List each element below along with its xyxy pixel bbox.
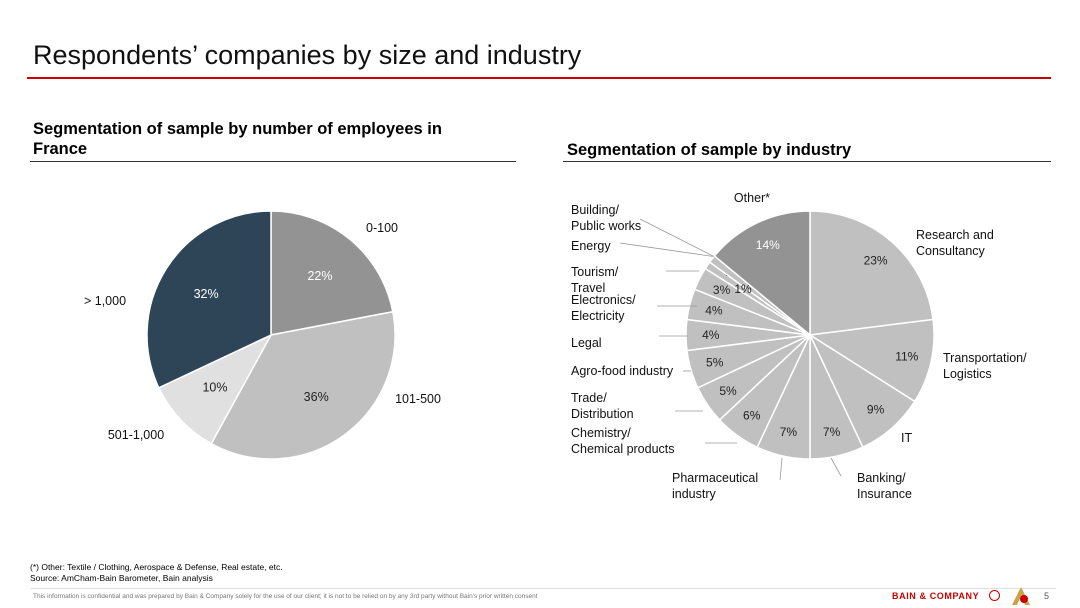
leader-line <box>779 457 783 481</box>
category-label-energy: Energy <box>571 239 611 253</box>
category-label-1-000: > 1,000 <box>84 294 126 308</box>
category-label-101-500: 101-500 <box>395 392 441 406</box>
slice-research-and-consultancy <box>809 210 934 336</box>
right-chart-heading: Segmentation of sample by industry <box>567 141 852 159</box>
slice-value-label: 4% <box>702 328 720 342</box>
page-title: Respondents’ companies by size and indus… <box>33 40 582 70</box>
slice-transportation-logistics <box>807 318 935 403</box>
left-chart-heading-line1: Segmentation of sample by number of empl… <box>33 120 442 138</box>
slice-value-label: 23% <box>864 254 888 268</box>
category-label-tourism-travel: Tourism/Travel <box>571 265 619 295</box>
category-label-other: Other* <box>734 191 770 205</box>
disclaimer: This information is confidential and was… <box>33 593 538 600</box>
category-label-agro-food-industry: Agro-food industry <box>571 364 674 378</box>
slice-value-label: 1% <box>734 282 752 296</box>
footnote-source: Source: AmCham-Bain Barometer, Bain anal… <box>30 573 213 583</box>
slice-value-label: 22% <box>307 269 332 283</box>
slice-value-label: 7% <box>780 425 798 439</box>
category-label-trade-distribution: Trade/Distribution <box>571 391 634 421</box>
category-label-legal: Legal <box>571 336 602 350</box>
slice-other <box>713 210 811 337</box>
slice-value-label: 32% <box>194 287 219 301</box>
left-chart-heading-line2: France <box>33 140 88 158</box>
category-label-building-public-works: Building/Public works <box>571 203 641 233</box>
category-label-banking-insurance: Banking/Insurance <box>857 471 912 501</box>
leader-line <box>619 242 718 258</box>
slice-value-label: 3% <box>713 283 731 297</box>
category-label-research-and-consultancy: Research and Consultancy <box>916 228 994 258</box>
footer-divider <box>30 588 1056 589</box>
slice-value-label: 11% <box>895 350 918 364</box>
slice-101-500 <box>210 310 396 460</box>
brand-mark-icon <box>989 590 1000 601</box>
slice-value-label: 36% <box>304 390 329 404</box>
category-label-0-100: 0-100 <box>366 221 398 235</box>
slice-0-100 <box>270 210 394 336</box>
title-divider <box>27 77 1051 79</box>
category-label-pharmaceutical-industry: Pharmaceutical industry <box>672 471 758 501</box>
leader-line <box>639 218 716 258</box>
category-label-it: IT <box>901 431 912 445</box>
slice-value-label: 6% <box>743 408 761 422</box>
page-number: 5 <box>1044 591 1050 601</box>
amcham-logo-icon <box>1012 587 1030 605</box>
brand-name: BAIN & COMPANY <box>892 591 980 601</box>
left-heading-divider <box>30 161 516 162</box>
slice-501-1-000 <box>157 333 273 445</box>
slice-1-000 <box>146 210 272 389</box>
slice-value-label: 4% <box>705 303 723 317</box>
leader-line <box>830 457 842 477</box>
employees-pie-chart: 22% 0-100 36% 101-500 10% 501-1,000 32% > 1,000 <box>84 210 441 460</box>
slice-value-label: 5% <box>719 384 737 398</box>
footnote-other: (*) Other: Textile / Clothing, Aerospace… <box>30 562 283 572</box>
slice-value-label: 9% <box>867 402 885 416</box>
left-chart-heading: Segmentation of sample by number of empl… <box>33 119 442 159</box>
footnote: (*) Other: Textile / Clothing, Aerospace… <box>30 562 283 584</box>
right-heading-divider <box>563 161 1051 162</box>
category-label-chemistry-chemical-products: Chemistry/Chemical products <box>571 426 675 456</box>
slice-value-label: 14% <box>756 238 780 252</box>
category-label-electronics-electricity: Electronics/Electricity <box>571 293 636 323</box>
slice-value-label: 5% <box>706 356 724 370</box>
category-label-transportation-logistics: Transportation/Logistics <box>943 351 1027 381</box>
slice-value-label: 10% <box>202 381 227 395</box>
industry-pie-chart: 23% Research and Consultancy 11% Transportat… <box>571 191 1027 501</box>
category-label-501-1-000: 501-1,000 <box>108 428 164 442</box>
slice-value-label: 7% <box>823 425 841 439</box>
